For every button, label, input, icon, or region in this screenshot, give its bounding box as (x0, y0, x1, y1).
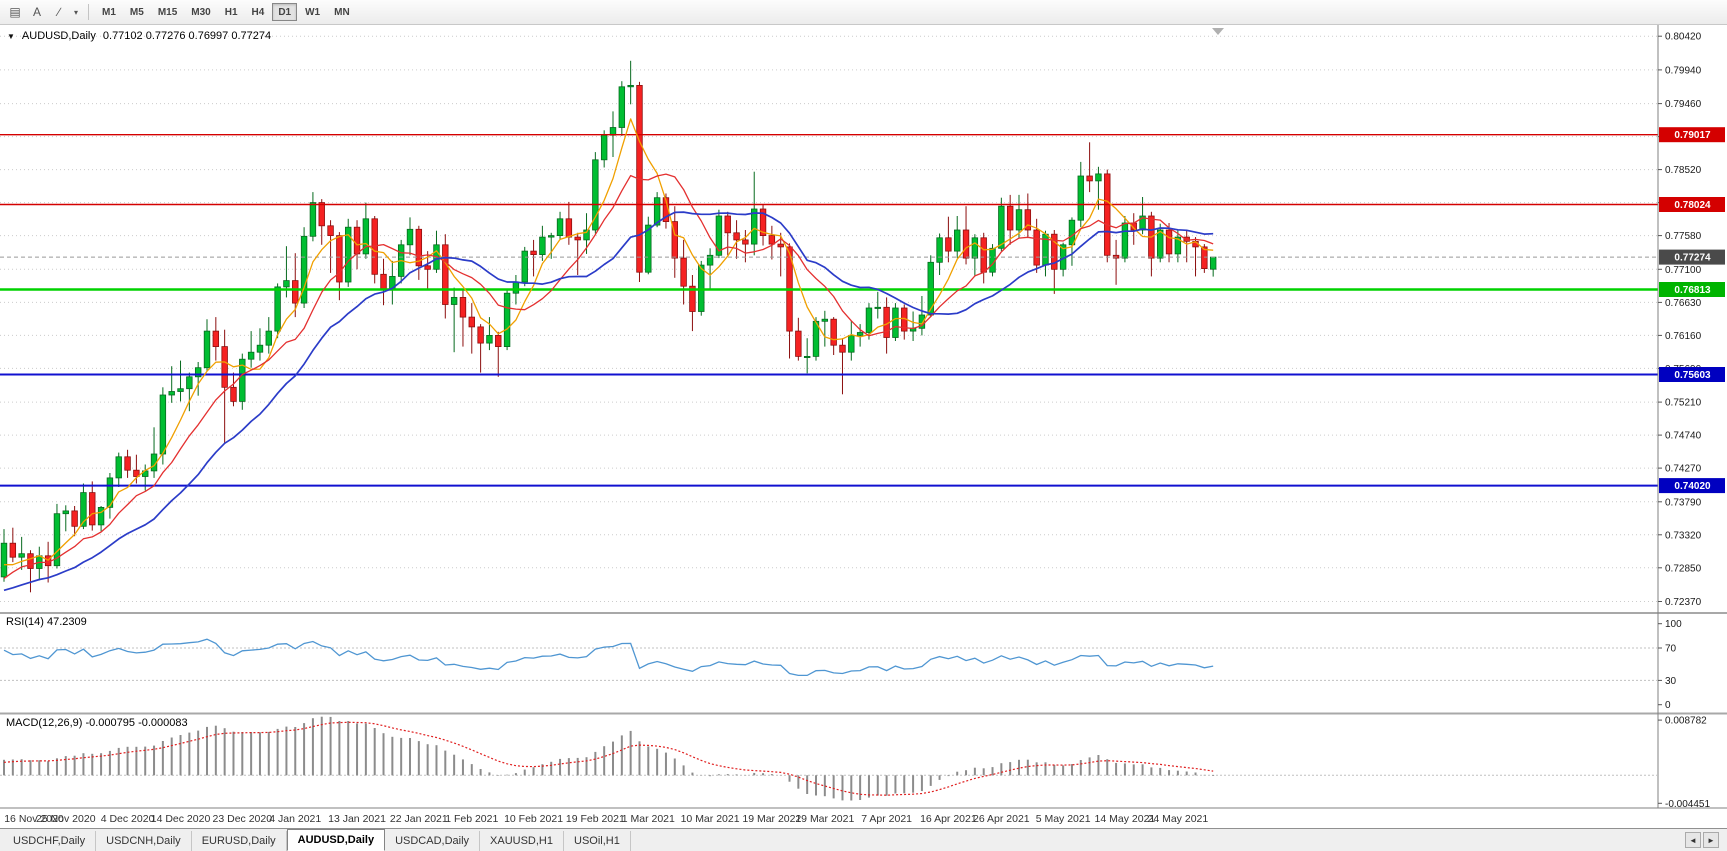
svg-text:0.74740: 0.74740 (1665, 431, 1702, 442)
chart-tab-usdchf[interactable]: USDCHF,Daily (3, 831, 97, 851)
chart-tab-audusd[interactable]: AUDUSD,Daily (286, 829, 386, 851)
price-badge: 0.78024 (1659, 197, 1725, 212)
svg-text:0.76813: 0.76813 (1674, 285, 1711, 296)
svg-text:10 Feb 2021: 10 Feb 2021 (504, 813, 563, 825)
svg-text:10 Mar 2021: 10 Mar 2021 (681, 813, 740, 825)
timeframe-button-m30[interactable]: M30 (191, 6, 211, 18)
svg-text:70: 70 (1665, 644, 1677, 655)
toolbar-separator (88, 4, 89, 20)
svg-text:0.79940: 0.79940 (1665, 65, 1702, 76)
rsi-line (3, 638, 1214, 677)
rsi-pane: 100 70 30 0 (0, 619, 1682, 711)
svg-text:5 May 2021: 5 May 2021 (1036, 813, 1091, 825)
ma-20-line (3, 211, 1214, 592)
svg-text:4 Jan 2021: 4 Jan 2021 (269, 813, 321, 825)
svg-text:4 Dec 2020: 4 Dec 2020 (101, 813, 155, 825)
timeframe-button-m15[interactable]: M15 (157, 6, 178, 18)
svg-text:0.78024: 0.78024 (1674, 200, 1711, 211)
tab-scroll-left-icon[interactable]: ◄ (1685, 832, 1701, 848)
svg-text:0.77274: 0.77274 (1674, 253, 1711, 264)
svg-text:1 Feb 2021: 1 Feb 2021 (445, 813, 498, 825)
trendline-tool-icon[interactable]: ∕ (57, 5, 60, 19)
chart-tab-usdcad[interactable]: USDCAD,Daily (385, 831, 481, 851)
timeframe-button-m5[interactable]: M5 (129, 6, 144, 18)
price-badge: 0.77274 (1659, 249, 1725, 265)
chart-background (0, 25, 1727, 828)
timeframe-button-d1[interactable]: D1 (272, 3, 298, 21)
svg-text:25 Nov 2020: 25 Nov 2020 (36, 813, 96, 825)
svg-text:0.78520: 0.78520 (1665, 165, 1702, 176)
svg-text:19 Feb 2021: 19 Feb 2021 (566, 813, 625, 825)
svg-text:100: 100 (1665, 619, 1682, 630)
chart-tab-xauusd[interactable]: XAUUSD,H1 (480, 831, 564, 851)
chart-tab-eurusd[interactable]: EURUSD,Daily (192, 831, 287, 851)
svg-text:29 Mar 2021: 29 Mar 2021 (795, 813, 854, 825)
pane-divider[interactable] (0, 610, 1727, 614)
tool-icon-group: ▤ A ∕ ▾ (4, 3, 82, 22)
pane-divider[interactable] (0, 710, 1727, 714)
svg-text:1 Mar 2021: 1 Mar 2021 (622, 813, 675, 825)
svg-text:0.77100: 0.77100 (1665, 265, 1702, 276)
price-badge: 0.79017 (1659, 127, 1725, 143)
svg-text:22 Jan 2021: 22 Jan 2021 (390, 813, 448, 825)
svg-text:0.75603: 0.75603 (1674, 370, 1711, 381)
timeframe-button-w1[interactable]: W1 (305, 6, 321, 18)
svg-text:19 Mar 2021: 19 Mar 2021 (742, 813, 801, 825)
svg-text:16 Apr 2021: 16 Apr 2021 (920, 813, 977, 825)
macd-pane: 0.008782 -0.004451 (0, 716, 1710, 810)
timeframe-button-group: M1 M5 M15 M30 H1 H4 D1 W1 MN (95, 3, 357, 21)
ma-10-line (3, 173, 1214, 580)
price-badge: 0.75603 (1659, 367, 1725, 382)
svg-text:0.73790: 0.73790 (1665, 497, 1702, 508)
chart-region: 0.804200.799400.794600.789900.785200.780… (0, 25, 1727, 828)
svg-text:0.76160: 0.76160 (1665, 331, 1702, 342)
svg-text:7 Apr 2021: 7 Apr 2021 (861, 813, 912, 825)
svg-text:24 May 2021: 24 May 2021 (1148, 813, 1209, 825)
tools-dropdown-caret-icon[interactable]: ▾ (73, 7, 78, 17)
svg-text:-0.004451: -0.004451 (1665, 799, 1710, 810)
price-badge: 0.76813 (1659, 282, 1725, 297)
svg-text:0.75210: 0.75210 (1665, 398, 1702, 409)
svg-text:14 Dec 2020: 14 Dec 2020 (151, 813, 211, 825)
chart-shift-marker-icon[interactable] (1212, 28, 1224, 35)
text-tool-icon[interactable]: A (32, 5, 41, 19)
svg-text:0.73320: 0.73320 (1665, 530, 1702, 541)
ma-5-line (4, 118, 1214, 566)
svg-text:0.77580: 0.77580 (1665, 231, 1702, 242)
horizontal-level-lines[interactable] (0, 133, 1658, 487)
svg-text:26 Apr 2021: 26 Apr 2021 (973, 813, 1030, 825)
price-badge: 0.74020 (1659, 478, 1725, 494)
svg-text:0.74020: 0.74020 (1674, 481, 1711, 492)
top-toolbar: ▤ A ∕ ▾ M1 M5 M15 M30 H1 H4 D1 W1 MN (0, 0, 1727, 25)
svg-text:30: 30 (1665, 676, 1677, 687)
svg-text:0.72850: 0.72850 (1665, 563, 1702, 574)
svg-text:0: 0 (1665, 700, 1671, 711)
chart-tab-usoil[interactable]: USOil,H1 (564, 831, 631, 851)
timeframe-button-h1[interactable]: H1 (224, 6, 238, 18)
chart-grid-icon[interactable]: ▤ (9, 5, 21, 19)
svg-text:0.80420: 0.80420 (1665, 32, 1702, 43)
svg-text:0.79460: 0.79460 (1665, 99, 1702, 110)
svg-text:0.72370: 0.72370 (1665, 597, 1702, 608)
svg-text:0.76630: 0.76630 (1665, 298, 1702, 309)
tab-scroll-buttons: ◄ ► (1685, 832, 1719, 848)
svg-text:13 Jan 2021: 13 Jan 2021 (328, 813, 386, 825)
svg-text:14 May 2021: 14 May 2021 (1095, 813, 1156, 825)
pane-separator[interactable] (0, 612, 1727, 614)
svg-text:0.79017: 0.79017 (1674, 130, 1711, 141)
chart-tab-bar: USDCHF,Daily USDCNH,Daily EURUSD,Daily AUDU… (0, 828, 1727, 851)
chart-canvas[interactable]: 0.804200.799400.794600.789900.785200.780… (0, 25, 1727, 828)
timeframe-button-mn[interactable]: MN (334, 6, 350, 18)
svg-text:0.74270: 0.74270 (1665, 464, 1702, 475)
svg-text:23 Dec 2020: 23 Dec 2020 (213, 813, 273, 825)
tab-scroll-right-icon[interactable]: ► (1703, 832, 1719, 848)
timeframe-button-h4[interactable]: H4 (251, 6, 265, 18)
svg-text:16 Nov 2020: 16 Nov 2020 (4, 813, 64, 825)
timeframe-button-m1[interactable]: M1 (102, 6, 116, 18)
svg-text:0.008782: 0.008782 (1665, 716, 1707, 727)
pane-separator[interactable] (0, 712, 1727, 715)
chart-tab-usdcnh[interactable]: USDCNH,Daily (96, 831, 192, 851)
